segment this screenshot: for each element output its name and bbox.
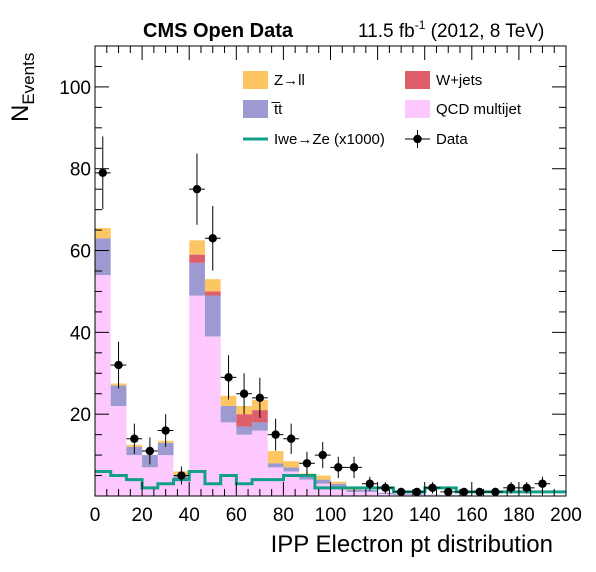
bar-ttbar-14: [315, 480, 331, 484]
bar-ttbar-9: [236, 426, 252, 434]
data-point-16: [350, 463, 358, 471]
data-point-12: [287, 435, 295, 443]
lumi-label: 11.5 fb-1 (2012, 8 TeV): [358, 18, 544, 42]
bar-ttbar-8: [221, 406, 237, 422]
legend-label-4: Iwe→Ze (x1000): [274, 131, 385, 148]
data-point-18: [381, 484, 389, 492]
y-tick-label-4: 100: [59, 78, 91, 99]
legend-swatch-0: [243, 71, 268, 89]
bar-ttbar-0: [95, 238, 111, 275]
bar-wjets-9: [236, 414, 252, 426]
x-axis-title: IPP Electron pt distribution: [271, 531, 553, 558]
legend-label-5: Data: [436, 131, 468, 148]
bar-zll-15: [331, 482, 347, 484]
bar-qcd-10: [252, 431, 268, 496]
x-tick-label-2: 40: [179, 505, 200, 526]
data-point-26: [507, 484, 515, 492]
bar-qcd-14: [315, 484, 331, 496]
y-tick-label-2: 60: [70, 242, 91, 263]
bar-qcd-0: [95, 275, 111, 496]
bar-qcd-1: [111, 406, 127, 496]
experiment-label: CMS Open Data: [143, 20, 294, 42]
x-tick-label-0: 0: [90, 505, 101, 526]
data-point-2: [130, 435, 138, 443]
bar-zll-12: [283, 461, 299, 467]
x-tick-label-4: 80: [273, 505, 294, 526]
data-point-17: [366, 480, 374, 488]
data-point-3: [146, 447, 154, 455]
legend-swatch-5: [413, 135, 421, 143]
bar-qcd-2: [126, 455, 142, 496]
x-tick-label-3: 60: [226, 505, 247, 526]
legend-label-0: Z→ll: [274, 72, 305, 89]
bar-ttbar-1: [111, 386, 127, 406]
bar-ttbar-10: [252, 422, 268, 430]
bar-zll-14: [315, 476, 331, 480]
legend-label-2: t̅t: [271, 101, 283, 118]
bar-ttbar-7: [205, 296, 221, 337]
plot-area: 0 20 40 60 80 100 120 140 160 180 200 20 40 60 80 100: [59, 46, 582, 526]
bar-qcd-17: [362, 492, 378, 496]
data-point-20: [413, 488, 421, 496]
legend-swatch-1: [405, 71, 430, 89]
bar-zll-0: [95, 228, 111, 238]
bar-ttbar-11: [268, 463, 284, 467]
data-point-13: [303, 459, 311, 467]
legend-label-1: W+jets: [436, 72, 482, 89]
data-point-28: [538, 480, 546, 488]
legend: Z→ll W+jets t̅t QCD multijet Iwe→Ze (x1000) D…: [243, 71, 522, 148]
data-point-9: [240, 390, 248, 398]
data-point-21: [428, 484, 436, 492]
data-point-15: [334, 463, 342, 471]
bar-zll-6: [189, 240, 205, 254]
bar-wjets-7: [205, 291, 221, 295]
x-tick-label-6: 120: [362, 505, 394, 526]
bar-zll-7: [205, 279, 221, 291]
x-tick-label-8: 160: [456, 505, 488, 526]
legend-swatch-3: [405, 100, 430, 118]
bar-ttbar-12: [283, 467, 299, 471]
x-tick-label-1: 20: [132, 505, 153, 526]
y-tick-label-1: 40: [70, 323, 91, 344]
data-point-4: [161, 426, 169, 434]
data-point-27: [522, 484, 530, 492]
bar-ttbar-6: [189, 263, 205, 296]
data-point-24: [475, 488, 483, 496]
y-axis-title: NEvents: [7, 53, 38, 122]
bar-qcd-9: [236, 435, 252, 496]
bar-qcd-11: [268, 467, 284, 496]
legend-label-3: QCD multijet: [436, 101, 522, 118]
legend-swatch-2: [243, 100, 268, 118]
data-point-7: [209, 234, 217, 242]
bar-qcd-8: [221, 422, 237, 496]
data-point-23: [460, 488, 468, 496]
x-tick-label-5: 100: [315, 505, 347, 526]
data-point-14: [319, 451, 327, 459]
y-tick-label-0: 20: [70, 405, 91, 426]
data-point-11: [271, 430, 279, 438]
bar-qcd-6: [189, 296, 205, 496]
data-point-10: [256, 394, 264, 402]
data-point-5: [177, 471, 185, 479]
y-tick-label-3: 80: [70, 160, 91, 181]
data-point-0: [99, 169, 107, 177]
bar-qcd-7: [205, 336, 221, 496]
x-tick-label-10: 200: [550, 505, 582, 526]
bar-wjets-6: [189, 255, 205, 263]
x-tick-label-9: 180: [503, 505, 535, 526]
bar-qcd-3: [142, 467, 158, 496]
data-point-1: [114, 361, 122, 369]
data-point-8: [224, 373, 232, 381]
data-point-6: [193, 185, 201, 193]
x-tick-label-7: 140: [409, 505, 441, 526]
bar-zll-11: [268, 451, 284, 463]
